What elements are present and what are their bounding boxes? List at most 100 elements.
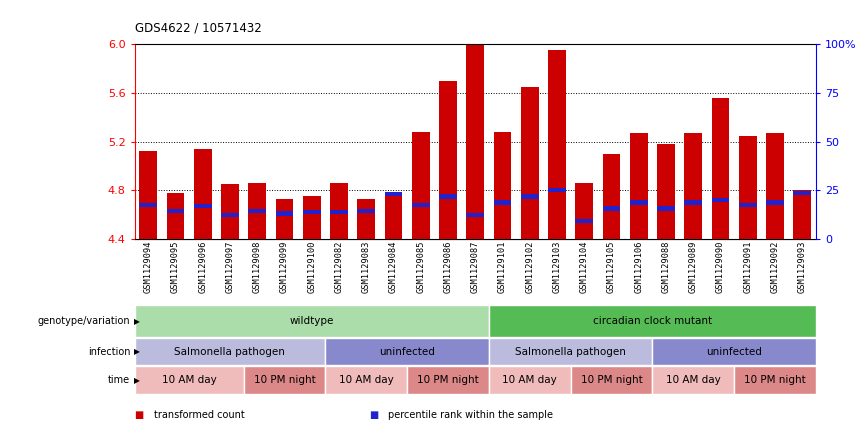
Bar [521, 87, 539, 239]
Bar [135, 366, 244, 394]
Bar [194, 149, 212, 239]
Text: GSM1129106: GSM1129106 [635, 240, 643, 293]
Bar [244, 366, 326, 394]
Bar [653, 366, 734, 394]
Bar [630, 201, 648, 205]
Bar [139, 203, 157, 207]
Text: percentile rank within the sample: percentile rank within the sample [388, 410, 553, 420]
Bar [358, 199, 375, 239]
Text: GSM1129084: GSM1129084 [389, 240, 398, 293]
Text: wildtype: wildtype [290, 316, 334, 326]
Text: GSM1129092: GSM1129092 [771, 240, 779, 293]
Bar [739, 203, 757, 207]
Bar [575, 183, 593, 239]
Bar [411, 203, 430, 207]
Bar [766, 201, 784, 205]
Bar [194, 204, 212, 208]
Bar [248, 209, 266, 213]
Text: GSM1129090: GSM1129090 [716, 240, 725, 293]
Text: uninfected: uninfected [379, 347, 435, 357]
Text: ▶: ▶ [134, 317, 140, 326]
Bar [602, 154, 621, 239]
Text: GSM1129104: GSM1129104 [580, 240, 589, 293]
Text: ■: ■ [135, 410, 144, 420]
Text: GSM1129094: GSM1129094 [144, 240, 153, 293]
Text: GSM1129101: GSM1129101 [498, 240, 507, 293]
Bar [326, 338, 489, 365]
Bar [684, 201, 702, 205]
Text: 10 PM night: 10 PM night [581, 375, 642, 385]
Bar [330, 210, 348, 214]
Text: circadian clock mutant: circadian clock mutant [593, 316, 712, 326]
Text: 10 PM night: 10 PM night [744, 375, 806, 385]
Text: GSM1129102: GSM1129102 [525, 240, 534, 293]
Text: GSM1129096: GSM1129096 [198, 240, 207, 293]
Text: ■: ■ [369, 410, 378, 420]
Bar [575, 219, 593, 223]
Text: GSM1129105: GSM1129105 [607, 240, 616, 293]
Bar [712, 198, 729, 202]
Text: GDS4622 / 10571432: GDS4622 / 10571432 [135, 22, 261, 35]
Bar [630, 133, 648, 239]
Text: ▶: ▶ [134, 347, 140, 356]
Bar [275, 199, 293, 239]
Bar [602, 206, 621, 211]
Bar [548, 50, 566, 239]
Bar [489, 338, 653, 365]
Bar [734, 366, 816, 394]
Bar [466, 212, 484, 217]
Bar [657, 206, 675, 211]
Bar [739, 136, 757, 239]
Text: transformed count: transformed count [154, 410, 245, 420]
Text: GSM1129085: GSM1129085 [417, 240, 425, 293]
Text: genotype/variation: genotype/variation [37, 316, 130, 326]
Text: time: time [108, 375, 130, 385]
Text: 10 AM day: 10 AM day [666, 375, 720, 385]
Text: GSM1129098: GSM1129098 [253, 240, 261, 293]
Text: GSM1129082: GSM1129082 [334, 240, 344, 293]
Bar [793, 191, 812, 195]
Text: GSM1129086: GSM1129086 [444, 240, 452, 293]
Text: GSM1129097: GSM1129097 [226, 240, 234, 293]
Bar [303, 196, 320, 239]
Text: uninfected: uninfected [707, 347, 762, 357]
Bar [494, 132, 511, 239]
Bar [167, 193, 184, 239]
Text: 10 PM night: 10 PM night [253, 375, 315, 385]
Text: GSM1129087: GSM1129087 [470, 240, 480, 293]
Bar [570, 366, 653, 394]
Bar [135, 305, 489, 337]
Bar [221, 212, 239, 217]
Bar [385, 192, 403, 196]
Text: GSM1129099: GSM1129099 [280, 240, 289, 293]
Text: GSM1129088: GSM1129088 [661, 240, 670, 293]
Bar [494, 201, 511, 205]
Bar [793, 190, 812, 239]
Bar [712, 98, 729, 239]
Bar [489, 366, 570, 394]
Text: 10 AM day: 10 AM day [339, 375, 393, 385]
Bar [139, 151, 157, 239]
Text: 10 AM day: 10 AM day [161, 375, 216, 385]
Text: GSM1129091: GSM1129091 [743, 240, 753, 293]
Bar [275, 212, 293, 216]
Bar [657, 144, 675, 239]
Text: 10 AM day: 10 AM day [503, 375, 557, 385]
Bar [326, 366, 407, 394]
Bar [466, 44, 484, 239]
Bar [407, 366, 489, 394]
Bar [548, 188, 566, 192]
Text: GSM1129093: GSM1129093 [798, 240, 806, 293]
Bar [521, 194, 539, 198]
Text: GSM1129089: GSM1129089 [689, 240, 698, 293]
Bar [766, 133, 784, 239]
Bar [221, 184, 239, 239]
Bar [248, 183, 266, 239]
Bar [653, 338, 816, 365]
Text: GSM1129103: GSM1129103 [553, 240, 562, 293]
Bar [411, 132, 430, 239]
Bar [439, 81, 457, 239]
Bar [358, 209, 375, 213]
Bar [385, 193, 403, 239]
Text: GSM1129100: GSM1129100 [307, 240, 316, 293]
